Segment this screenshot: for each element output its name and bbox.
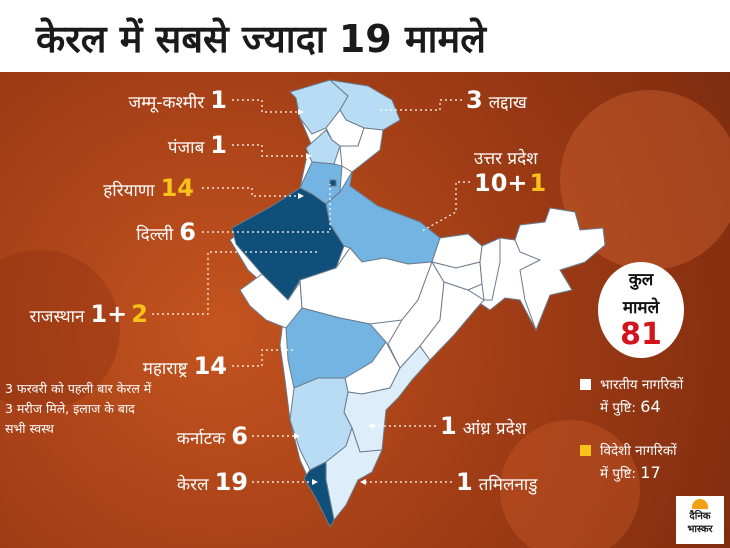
label-uttar-pradesh: उत्तर प्रदेश 10+1 [474, 149, 547, 197]
label-punjab: पंजाब 1 [167, 131, 227, 159]
arrow-icon [306, 153, 312, 159]
label-karnataka: कर्नाटक 6 [176, 422, 248, 450]
label-ladakh: 3 लद्दाख [466, 86, 527, 114]
label-delhi: दिल्ली 6 [136, 218, 196, 246]
arrow-icon [360, 479, 366, 485]
arrow-icon [312, 479, 318, 485]
label-rajasthan: राजस्थान 1+ 2 [29, 300, 148, 328]
label-maharashtra: महाराष्ट्र 14 [142, 352, 227, 380]
label-haryana: हरियाणा 14 [103, 174, 194, 202]
arrow-icon [368, 423, 374, 429]
map-delhi [329, 179, 337, 187]
leader-arrows [294, 109, 374, 485]
leader-lines [152, 99, 470, 483]
title-bar: केरल में सबसे ज्यादा 19 मामले [0, 0, 730, 72]
map-west-bengal [479, 237, 501, 301]
dainik-bhaskar-logo: दैनिक भास्कर [676, 496, 724, 544]
map-kerala [303, 461, 335, 529]
first-case-note: 3 फरवरी को पहली बार केरल में 3 मरीज मिले… [5, 381, 152, 436]
virus-blob-decoration [500, 420, 640, 548]
sun-icon [692, 499, 708, 509]
legend-foreign: विदेशी नागरिकों में पुष्टि: 17 [580, 440, 677, 485]
page-title: केरल में सबसे ज्यादा 19 मामले [36, 17, 487, 61]
total-cases-badge: कुल मामले 81 [598, 262, 684, 358]
arrow-icon [298, 193, 304, 199]
arrow-icon [298, 109, 304, 115]
label-jammu-kashmir: जम्मू-कश्मीर 1 [128, 86, 227, 114]
arrow-icon [294, 433, 300, 439]
label-kerala: केरल 19 [177, 468, 248, 496]
map-uttarakhand [339, 127, 384, 173]
legend-swatch-gold [580, 445, 591, 456]
legend-swatch-white [580, 379, 591, 390]
label-andhra-pradesh: 1 आंध्र प्रदेश [440, 412, 527, 440]
label-tamilnadu: 1 तमिलनाडु [456, 468, 538, 496]
map-north-east [514, 207, 606, 332]
legend-indian: भारतीय नागरिकों में पुष्टि: 64 [580, 374, 683, 419]
